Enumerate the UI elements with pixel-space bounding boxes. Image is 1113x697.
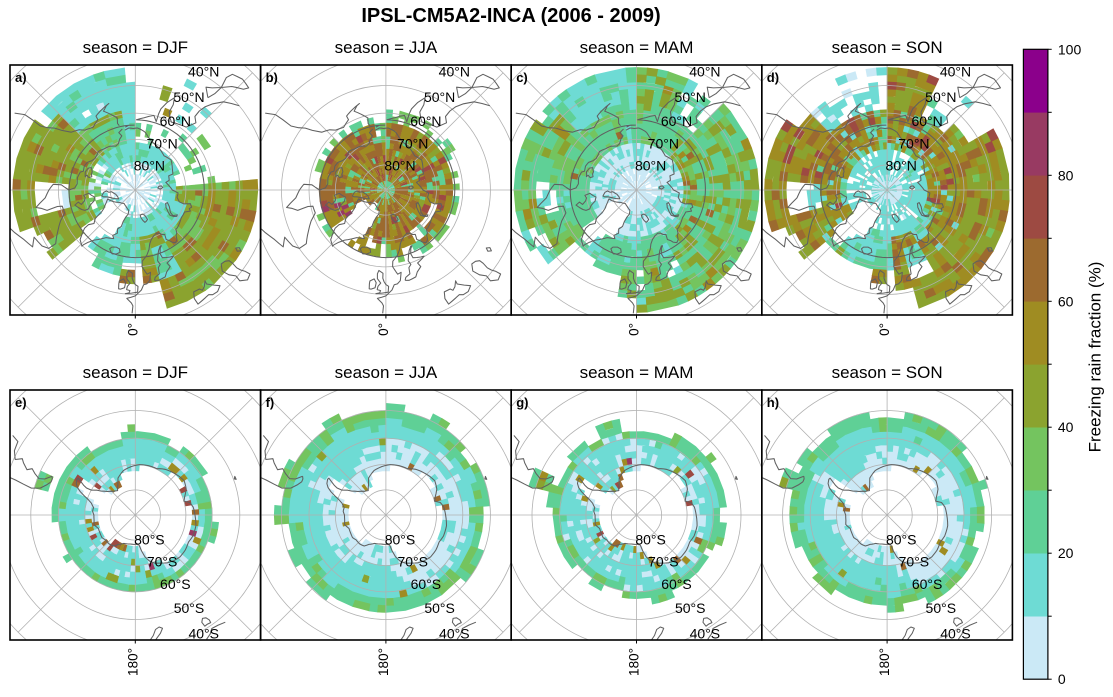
svg-text:80°N: 80°N (384, 158, 415, 174)
svg-text:season = SON: season = SON (832, 363, 943, 382)
svg-text:50°S: 50°S (926, 600, 957, 616)
svg-text:Freezing rain fraction (%): Freezing rain fraction (%) (1086, 262, 1105, 453)
svg-text:70°N: 70°N (648, 136, 679, 152)
svg-text:0°: 0° (627, 323, 642, 336)
svg-text:100: 100 (1058, 41, 1082, 57)
svg-text:80°S: 80°S (134, 531, 165, 547)
svg-text:40°N: 40°N (940, 64, 971, 80)
svg-text:50°N: 50°N (424, 89, 455, 105)
svg-text:0°: 0° (877, 323, 892, 336)
svg-text:80°N: 80°N (886, 158, 917, 174)
svg-text:60°N: 60°N (160, 113, 191, 129)
svg-text:80: 80 (1058, 167, 1074, 183)
svg-text:80°S: 80°S (886, 531, 917, 547)
svg-text:80°S: 80°S (635, 531, 666, 547)
svg-text:70°S: 70°S (648, 553, 679, 569)
svg-text:0°: 0° (376, 323, 391, 336)
svg-text:60°S: 60°S (411, 576, 442, 592)
svg-text:60°S: 60°S (912, 576, 943, 592)
svg-text:b): b) (266, 70, 278, 85)
svg-text:50°N: 50°N (675, 89, 706, 105)
svg-text:f): f) (266, 395, 275, 410)
svg-text:IPSL-CM5A2-INCA (2006 - 2009): IPSL-CM5A2-INCA (2006 - 2009) (361, 5, 660, 27)
svg-text:80°S: 80°S (385, 531, 416, 547)
svg-text:70°N: 70°N (397, 136, 428, 152)
svg-text:40: 40 (1058, 419, 1074, 435)
svg-text:h): h) (767, 395, 779, 410)
svg-text:40°N: 40°N (188, 64, 219, 80)
svg-text:season = JJA: season = JJA (335, 363, 438, 382)
svg-text:0: 0 (1058, 671, 1066, 687)
svg-text:80°N: 80°N (635, 158, 666, 174)
svg-text:60°S: 60°S (661, 576, 692, 592)
svg-text:d): d) (767, 70, 779, 85)
svg-text:season = MAM: season = MAM (580, 363, 694, 382)
svg-text:40°N: 40°N (689, 64, 720, 80)
svg-text:180°: 180° (125, 648, 140, 676)
svg-text:50°S: 50°S (424, 600, 455, 616)
svg-text:60°N: 60°N (911, 113, 942, 129)
svg-text:50°N: 50°N (173, 89, 204, 105)
svg-text:50°N: 50°N (925, 89, 956, 105)
svg-text:70°N: 70°N (898, 136, 929, 152)
svg-text:50°S: 50°S (174, 600, 205, 616)
svg-text:180°: 180° (376, 648, 391, 676)
svg-text:season = DJF: season = DJF (83, 38, 188, 57)
svg-text:60°S: 60°S (160, 576, 191, 592)
svg-text:180°: 180° (627, 648, 642, 676)
svg-text:50°S: 50°S (675, 600, 706, 616)
svg-text:season = MAM: season = MAM (580, 38, 694, 57)
svg-text:60: 60 (1058, 293, 1074, 309)
svg-text:e): e) (15, 395, 27, 410)
svg-text:60°N: 60°N (410, 113, 441, 129)
svg-text:20: 20 (1058, 545, 1074, 561)
svg-text:40°S: 40°S (439, 626, 470, 642)
svg-text:70°S: 70°S (899, 553, 930, 569)
svg-text:180°: 180° (877, 648, 892, 676)
svg-text:70°S: 70°S (397, 553, 428, 569)
svg-text:c): c) (516, 70, 528, 85)
svg-text:0°: 0° (125, 323, 140, 336)
svg-text:70°S: 70°S (147, 553, 178, 569)
svg-text:60°N: 60°N (661, 113, 692, 129)
svg-text:80°N: 80°N (134, 158, 165, 174)
svg-text:40°S: 40°S (690, 626, 721, 642)
svg-text:g): g) (516, 395, 528, 410)
svg-text:season = DJF: season = DJF (83, 363, 188, 382)
svg-text:40°S: 40°S (188, 626, 219, 642)
svg-text:a): a) (15, 70, 27, 85)
svg-text:season = SON: season = SON (832, 38, 943, 57)
svg-text:40°N: 40°N (439, 64, 470, 80)
svg-text:70°N: 70°N (146, 136, 177, 152)
svg-text:season = JJA: season = JJA (335, 38, 438, 57)
svg-text:40°S: 40°S (940, 626, 971, 642)
